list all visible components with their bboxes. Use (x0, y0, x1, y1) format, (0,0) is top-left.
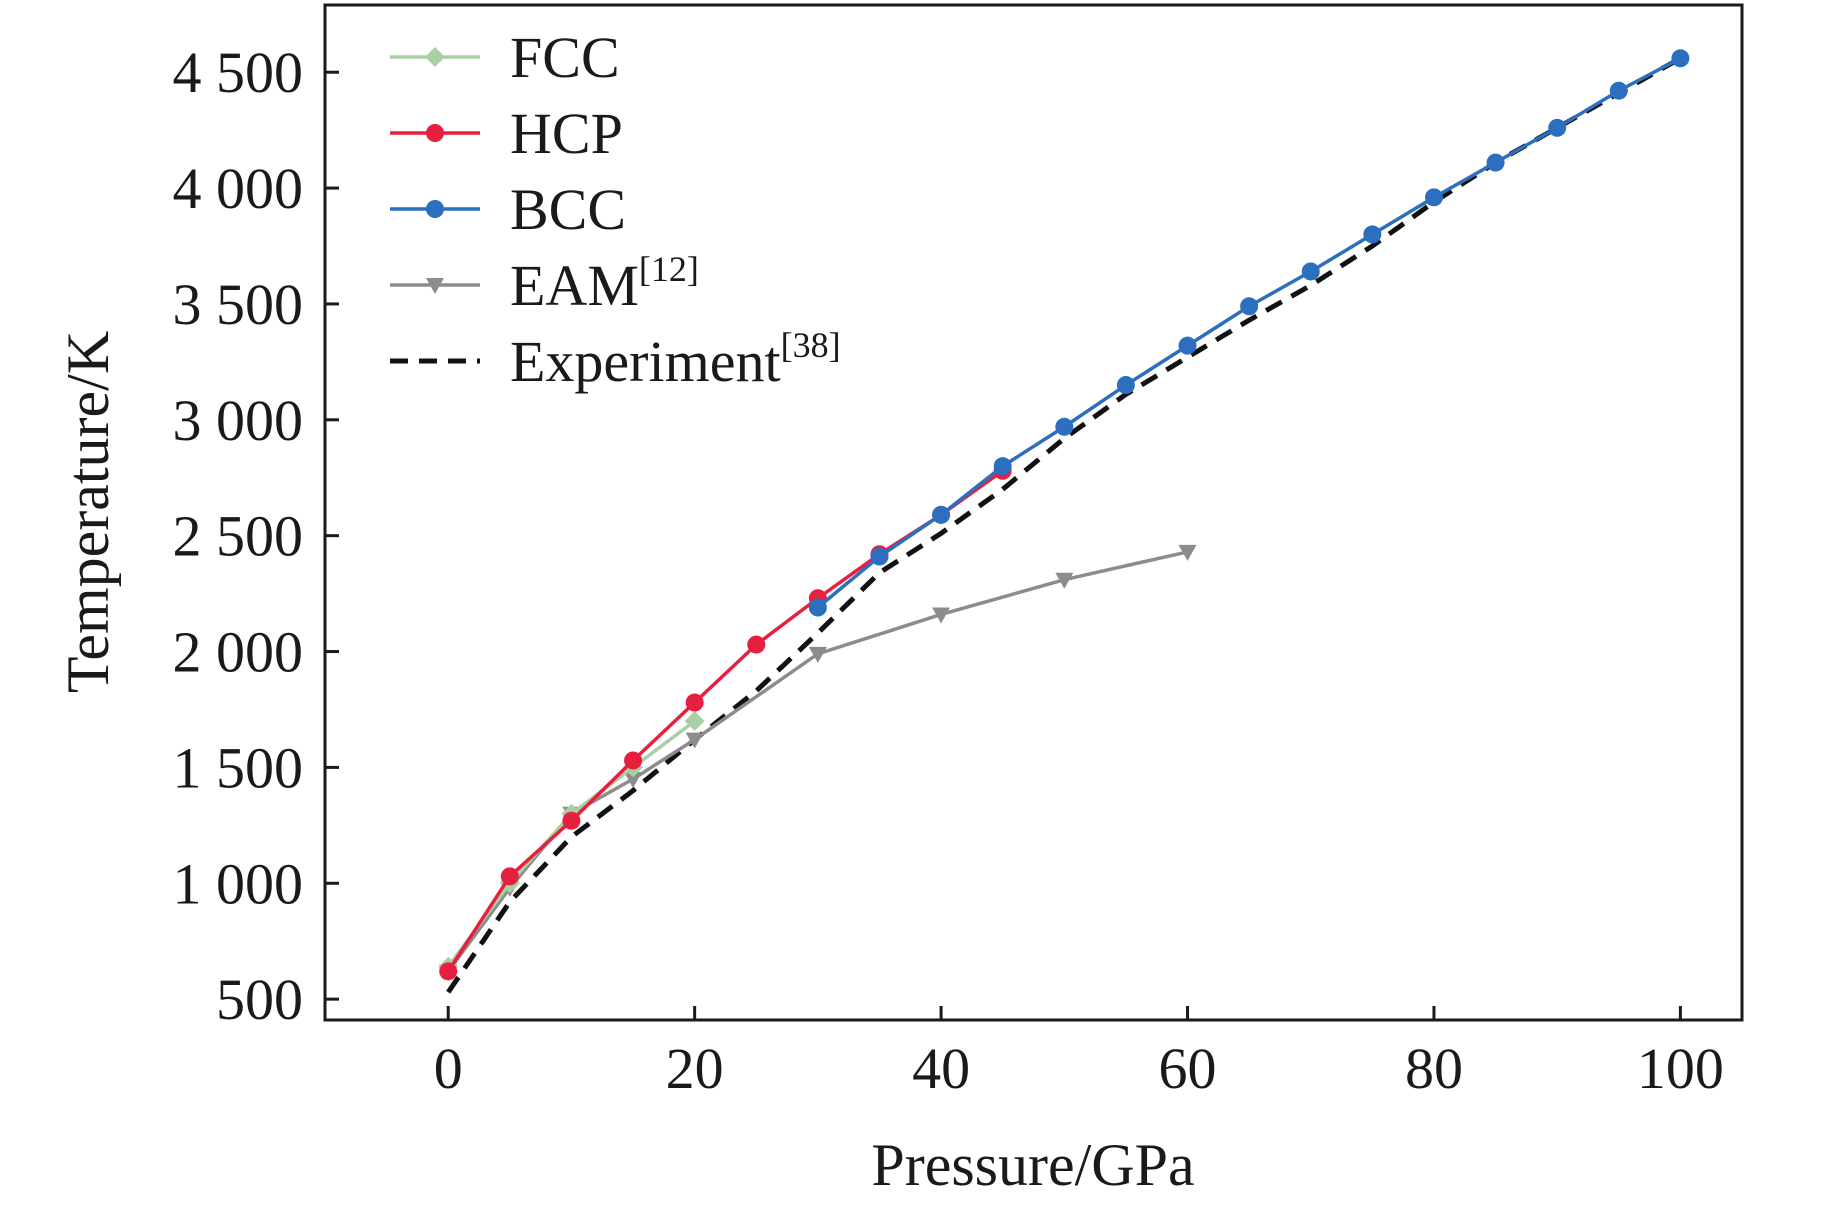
data-point-bcc (1240, 297, 1259, 316)
y-tick-label: 3 000 (173, 388, 304, 453)
series-bcc (808, 49, 1690, 617)
legend-label-eam: EAM[12] (510, 249, 699, 318)
data-point-hcp (562, 811, 581, 830)
legend-name: FCC (510, 25, 620, 90)
data-point-bcc (993, 457, 1012, 476)
data-point-eam (685, 732, 704, 749)
data-point-hcp (624, 751, 643, 770)
series-line-experiment (446, 56, 1682, 994)
data-point-eam (932, 607, 951, 624)
data-point-bcc (1609, 81, 1628, 100)
legend: FCC HCP BCC EAM[12] Experiment[38] (390, 25, 841, 394)
legend-label-hcp: HCP (510, 101, 623, 166)
legend-item-fcc: FCC (390, 25, 620, 90)
data-point-bcc (1301, 262, 1320, 281)
data-point-hcp (500, 867, 519, 886)
y-tick-label: 500 (216, 967, 303, 1032)
legend-marker-eam (426, 278, 444, 294)
y-tick-label: 4 000 (173, 156, 304, 221)
x-axis-title: Pressure/GPa (871, 1132, 1194, 1198)
plot-area-frame (323, 3, 1744, 1022)
data-point-eam (624, 771, 643, 788)
legend-marker-fcc (425, 47, 445, 67)
data-point-fcc (684, 711, 705, 732)
series-fcc (438, 711, 705, 977)
legend-marker-bcc (426, 200, 444, 218)
legend-item-eam: EAM[12] (390, 249, 699, 318)
data-point-bcc (808, 598, 827, 617)
y-tick-label: 3 500 (173, 272, 304, 337)
x-tick-label: 20 (666, 1036, 724, 1101)
legend-name: HCP (510, 101, 623, 166)
legend-name: BCC (510, 177, 626, 242)
legend-label-experiment: Experiment[38] (510, 325, 841, 394)
data-point-bcc (1486, 153, 1505, 172)
y-tick-label: 2 500 (173, 504, 304, 569)
data-point-eam (808, 646, 827, 663)
data-point-bcc (1055, 417, 1074, 436)
series-hcp (439, 461, 1012, 981)
x-tick-label: 80 (1405, 1036, 1463, 1101)
data-point-bcc (1178, 336, 1197, 355)
data-point-hcp (747, 635, 766, 654)
x-axis-ticks: 0 20 40 60 80 100 (434, 1006, 1724, 1101)
series-line-bcc (816, 56, 1682, 609)
data-point-bcc (1424, 188, 1443, 207)
y-tick-label: 1 000 (173, 851, 304, 916)
legend-item-hcp: HCP (390, 101, 623, 166)
series-line-fcc (446, 719, 696, 968)
x-tick-label: 40 (912, 1036, 970, 1101)
data-point-bcc (870, 547, 889, 566)
series-layer (438, 49, 1690, 994)
series-experiment (446, 56, 1682, 994)
legend-name: EAM (510, 253, 639, 318)
y-axis-ticks: 500 1 000 1 500 2 000 2 500 3 000 3 500 4 000 4 … (173, 40, 339, 1032)
legend-item-experiment: Experiment[38] (390, 325, 841, 394)
y-axis-title: Temperature/K (55, 331, 121, 693)
data-point-bcc (1363, 225, 1382, 244)
x-tick-label: 100 (1637, 1036, 1724, 1101)
y-tick-label: 4 500 (173, 40, 304, 105)
data-point-bcc (1548, 118, 1567, 137)
data-point-bcc (1671, 49, 1690, 68)
legend-item-bcc: BCC (390, 177, 626, 242)
data-point-bcc (932, 505, 951, 524)
legend-label-bcc: BCC (510, 177, 626, 242)
legend-marker-hcp (426, 124, 444, 142)
data-point-bcc (1116, 376, 1135, 395)
x-tick-label: 0 (434, 1036, 463, 1101)
data-point-hcp (439, 962, 458, 981)
y-tick-label: 2 000 (173, 620, 304, 685)
legend-reference: [12] (639, 249, 699, 289)
legend-label-fcc: FCC (510, 25, 620, 90)
data-point-eam (1055, 572, 1074, 589)
data-point-hcp (685, 693, 704, 712)
y-tick-label: 1 500 (173, 735, 304, 800)
x-tick-label: 60 (1159, 1036, 1217, 1101)
data-point-eam (1178, 544, 1197, 561)
legend-reference: [38] (781, 325, 841, 365)
legend-name: Experiment (510, 329, 781, 394)
